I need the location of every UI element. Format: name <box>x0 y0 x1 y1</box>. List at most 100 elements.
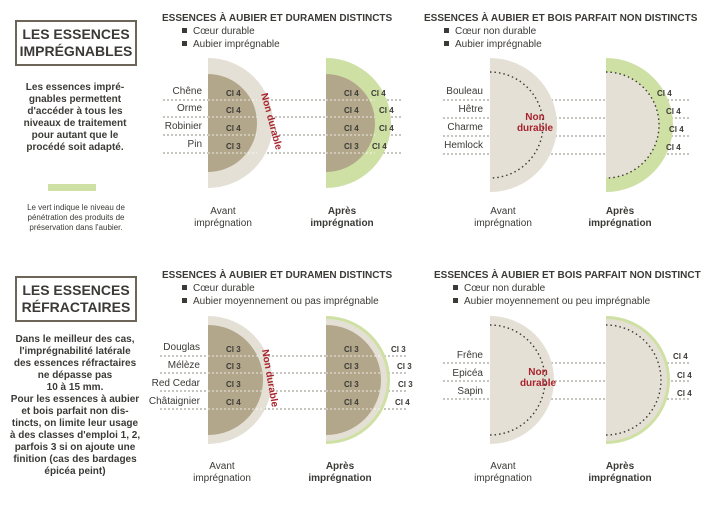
caption-before: Avant imprégnation <box>458 206 548 230</box>
ci-label: Cl 3 <box>226 142 241 151</box>
section-title: ESSENCES À AUBIER ET BOIS PARFAIT NON DI… <box>424 13 698 24</box>
ci-outer-label: Cl 4 <box>372 142 387 151</box>
ci-outer-label: Cl 3 <box>391 345 406 354</box>
ci-outer-label: Cl 4 <box>666 143 681 152</box>
ci-label: Cl 4 <box>226 89 241 98</box>
bullet-label: Aubier moyennement ou peu imprégnable <box>464 296 651 307</box>
impregnable-title-line1: LES ESSENCES <box>22 26 130 42</box>
ci-label: Cl 4 <box>226 398 241 407</box>
impregnable-description-line: niveaux de traitement <box>23 118 127 129</box>
caption-line: imprégnation <box>588 218 652 229</box>
non-durable-label: Non <box>528 367 547 378</box>
section-title: ESSENCES À AUBIER ET DURAMEN DISTINCTS <box>162 13 393 24</box>
impregnable-title: LES ESSENCES IMPRÉGNABLES <box>15 20 137 66</box>
green-legend-swatch <box>48 184 96 191</box>
bullet-square-icon <box>453 298 458 303</box>
caption-line: imprégnation <box>193 473 251 484</box>
caption-line: Après <box>605 206 635 217</box>
ci-label: Cl 3 <box>226 345 241 354</box>
ci-label: Cl 3 <box>344 380 359 389</box>
refractory-description-line: Dans le meilleur des cas, <box>15 334 135 345</box>
species-label: Orme <box>177 103 202 114</box>
impregnable-description-line: d'accéder à tous les <box>27 106 123 117</box>
caption-before: Avant imprégnation <box>177 461 267 485</box>
species-label: Chêne <box>172 86 202 97</box>
caption-line: Après <box>327 206 357 217</box>
species-label: Châtaignier <box>148 396 200 407</box>
bullet-label: Aubier moyennement ou pas imprégnable <box>193 296 379 307</box>
bullet-square-icon <box>444 28 449 33</box>
sapwood-boundary-dotted <box>489 324 546 436</box>
ci-outer-label: Cl 4 <box>666 107 681 116</box>
species-label: Epicéa <box>452 368 483 379</box>
sapwood-boundary-dotted <box>605 324 662 436</box>
bullet-item: Aubier moyennement ou pas imprégnable <box>182 296 379 308</box>
species-label: Hêtre <box>458 104 483 115</box>
impregnable-description-line: gnables permettent <box>28 94 122 105</box>
impregnable-description: Les essences impré- gnables permettent d… <box>10 82 140 154</box>
bullet-item: Cœur durable <box>182 283 255 295</box>
bullet-item: Aubier imprégnable <box>182 39 280 51</box>
guide-group <box>208 99 257 154</box>
legend-note-line: pénétration des produits de <box>27 213 125 222</box>
section-title: ESSENCES À AUBIER ET DURAMEN DISTINCTS <box>162 270 393 281</box>
ci-label: Cl 4 <box>344 89 359 98</box>
heartwood-half-disc <box>208 325 263 435</box>
ci-label: Cl 4 <box>344 398 359 407</box>
caption-line: Avant <box>490 461 516 472</box>
species-label: Mélèze <box>167 360 200 371</box>
caption-line: imprégnation <box>308 473 372 484</box>
species-label: Red Cedar <box>151 378 200 389</box>
refractory-title-line1: LES ESSENCES <box>22 282 130 298</box>
caption-line: Avant <box>209 461 235 472</box>
ci-outer-label: Cl 3 <box>398 380 413 389</box>
ci-outer-label: Cl 3 <box>397 362 412 371</box>
sapwood-boundary-dotted <box>605 71 660 179</box>
ci-outer-label: Cl 4 <box>657 89 672 98</box>
caption-before: Avant imprégnation <box>458 461 548 485</box>
ci-outer-label: Cl 4 <box>677 389 692 398</box>
caption-line: Avant <box>210 206 236 217</box>
bullet-square-icon <box>453 285 458 290</box>
refractory-description-line: et bois parfait non dis- <box>21 406 129 417</box>
ci-label: Cl 3 <box>226 362 241 371</box>
ci-outer-label: Cl 4 <box>673 352 688 361</box>
guide-group <box>326 99 375 154</box>
refractory-description: Dans le meilleur des cas, l'imprégnabili… <box>4 334 146 478</box>
ci-label: Cl 4 <box>226 124 241 133</box>
impregnable-description-line: procédé soit adapté. <box>26 142 124 153</box>
bullet-label: Aubier imprégnable <box>193 39 280 50</box>
legend-note-line: préservation dans l'aubier. <box>29 223 123 232</box>
species-label: Charme <box>447 122 483 133</box>
species-label: Hemlock <box>444 140 483 151</box>
bullet-square-icon <box>182 28 187 33</box>
bullet-square-icon <box>182 298 187 303</box>
refractory-description-line: épicéa peint) <box>44 466 106 477</box>
wood-half-disc <box>490 58 557 192</box>
bullet-square-icon <box>182 41 187 46</box>
heartwood-half-disc <box>326 325 381 435</box>
non-durable-label: durable <box>517 123 554 134</box>
species-label: Pin <box>187 139 202 150</box>
ci-label: Cl 4 <box>344 106 359 115</box>
ci-label: Cl 3 <box>344 142 359 151</box>
ci-label: Cl 4 <box>344 124 359 133</box>
bullet-item: Cœur non durable <box>453 283 545 295</box>
refractory-description-line: parfois 3 si on ajoute une <box>14 442 136 453</box>
legend-note-line: Le vert indique le niveau de <box>27 203 125 212</box>
refractory-description-line: tincts, on limite leur usage <box>11 418 139 429</box>
section-title: ESSENCES À AUBIER ET BOIS PARFAIT NON DI… <box>434 270 701 281</box>
caption-line: imprégnation <box>310 218 374 229</box>
wood-half-disc <box>490 316 554 444</box>
caption-after: Après imprégnation <box>575 461 665 485</box>
caption-line: imprégnation <box>588 473 652 484</box>
refractory-description-line: des essences réfractaires <box>13 358 137 369</box>
impregnable-description-line: pour autant que le <box>31 130 119 141</box>
impregnable-title-line2: IMPRÉGNABLES <box>19 43 133 59</box>
wood-core-half-disc <box>606 72 659 178</box>
species-label: Frêne <box>456 350 483 361</box>
